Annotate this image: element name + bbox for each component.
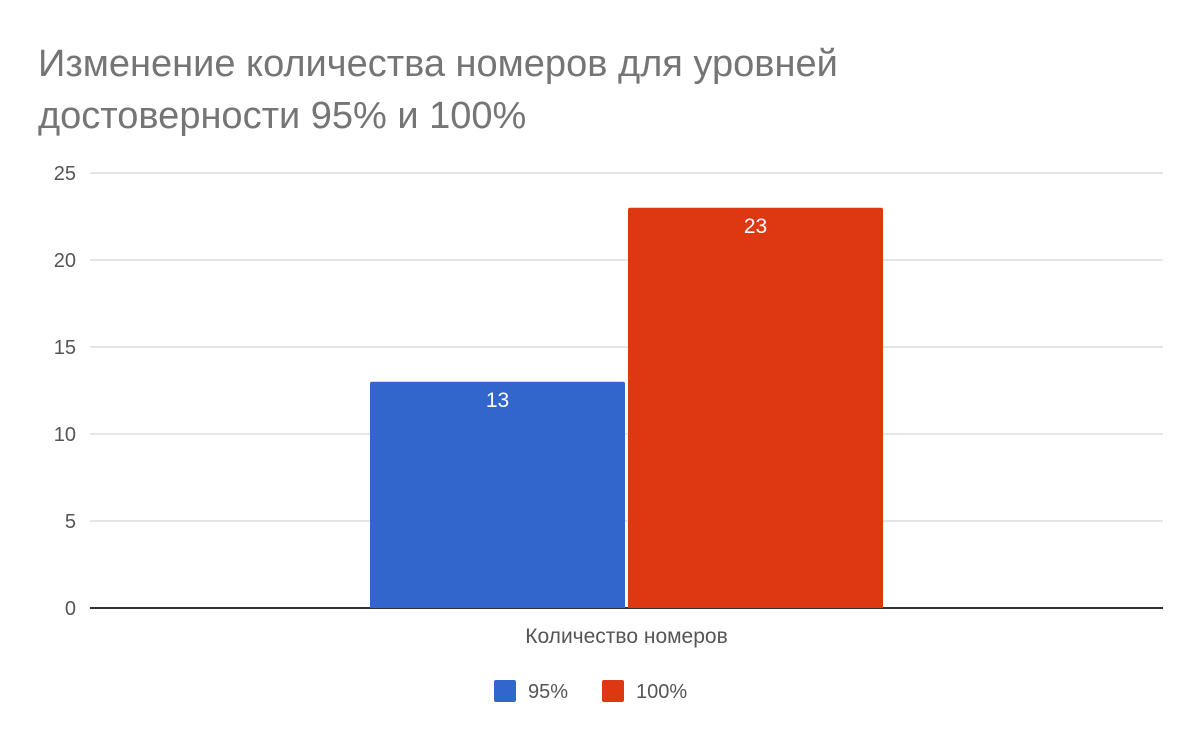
- y-tick-label: 20: [54, 250, 76, 272]
- y-tick-label: 0: [65, 598, 76, 620]
- bars: [370, 207, 883, 609]
- legend-label: 95%: [528, 681, 568, 703]
- legend-swatch: [494, 680, 516, 702]
- legend-label: 100%: [636, 681, 687, 703]
- y-tick-label: 10: [54, 424, 76, 446]
- bar-value-label: 23: [744, 215, 767, 238]
- bar-100-percent: [628, 207, 883, 609]
- y-tick-label: 5: [65, 511, 76, 533]
- legend-swatch: [602, 680, 624, 702]
- x-axis-category-labels: Количество номеров: [525, 625, 728, 648]
- bar-data-labels: 13 23: [486, 215, 767, 412]
- chart-title: Изменение количества номеров для уровней…: [38, 43, 838, 137]
- y-tick-label: 25: [54, 163, 76, 185]
- gridlines: [90, 172, 1163, 609]
- category-label: Количество номеров: [525, 625, 728, 648]
- legend: 95% 100%: [494, 680, 687, 703]
- bar-95-percent: [370, 381, 625, 608]
- bar-value-label: 13: [486, 389, 509, 412]
- y-tick-label: 15: [54, 337, 76, 359]
- y-axis-tick-labels: 0 5 10 15 20 25: [54, 163, 76, 620]
